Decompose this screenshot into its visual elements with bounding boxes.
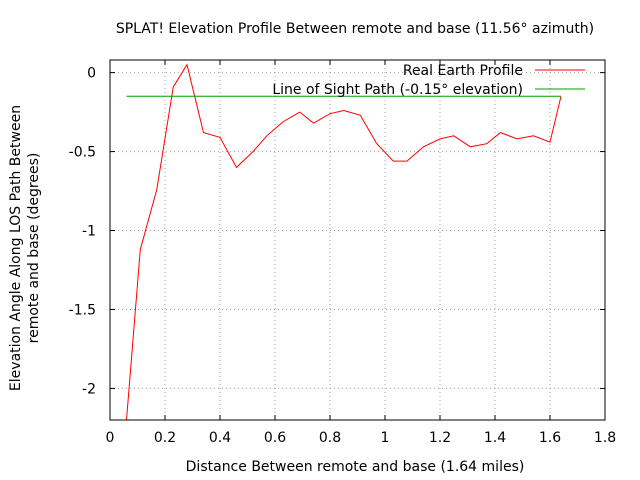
- x-tick-label: 1: [381, 430, 390, 446]
- x-tick-label: 0: [106, 430, 115, 446]
- x-tick-label: 0.6: [264, 430, 286, 446]
- chart-title: SPLAT! Elevation Profile Between remote …: [116, 21, 594, 37]
- y-tick-label: -2: [82, 381, 96, 397]
- series-line-real-earth-profile: [126, 63, 562, 421]
- legend-label-line-of-sight: Line of Sight Path (-0.15° elevation): [272, 82, 523, 98]
- plot-frame: [109, 59, 606, 421]
- y-axis-label: Elevation Angle Along LOS Path Between r…: [8, 105, 42, 391]
- x-tick-label: 0.2: [154, 430, 176, 446]
- y-axis-label-line-2: remote and base (degrees): [26, 153, 42, 344]
- x-tick-label: 0.8: [319, 430, 341, 446]
- plot-series: [126, 63, 562, 421]
- legend-label-real-earth-profile: Real Earth Profile: [403, 63, 523, 79]
- x-tick-label: 0.4: [209, 430, 231, 446]
- y-tick-label: -0.5: [69, 145, 96, 161]
- legend: Real Earth Profile Line of Sight Path (-…: [272, 63, 585, 98]
- x-axis-label: Distance Between remote and base (1.64 m…: [186, 459, 525, 475]
- x-tick-label: 1.2: [429, 430, 451, 446]
- x-tick-label: 1.8: [594, 430, 616, 446]
- y-tick-label: 0: [87, 66, 96, 82]
- y-tick-label: -1: [82, 224, 96, 240]
- x-tick-label: 1.4: [484, 430, 506, 446]
- axis-ticks: 0 0.2 0.4 0.6 0.8 1 1.2 1.4 1.6 1.8 0 -0.5 -1 -1.5 -2: [69, 60, 616, 446]
- y-tick-label: -1.5: [69, 302, 96, 318]
- y-axis-label-line-1: Elevation Angle Along LOS Path Between: [8, 105, 24, 391]
- x-tick-label: 1.6: [539, 430, 561, 446]
- grid: [110, 60, 605, 420]
